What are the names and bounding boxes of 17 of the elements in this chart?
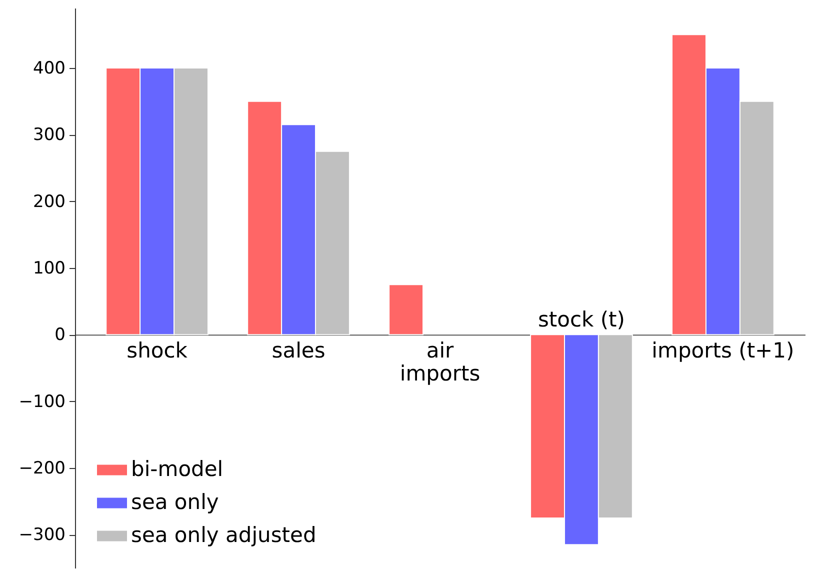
x-tick-label: stock (t) bbox=[538, 308, 625, 332]
y-tick-label: 300 bbox=[33, 125, 66, 146]
x-tick-label: sales bbox=[272, 338, 326, 363]
legend-label: bi-model bbox=[131, 457, 224, 481]
legend-label: sea only adjusted bbox=[131, 523, 316, 547]
x-tick-label: imports (t+1) bbox=[652, 338, 794, 363]
bar bbox=[388, 284, 424, 336]
y-tick-label: 0 bbox=[54, 325, 66, 346]
legend-label: sea only bbox=[131, 490, 219, 514]
y-tick-label: −200 bbox=[18, 458, 66, 478]
x-tick-label: air imports bbox=[400, 338, 480, 386]
y-tick-label: −300 bbox=[18, 525, 66, 546]
y-tick-label: 400 bbox=[33, 58, 66, 78]
y-tick-label: 200 bbox=[33, 192, 66, 212]
y-tick-label: 100 bbox=[33, 258, 66, 278]
y-tick-label: −100 bbox=[18, 392, 66, 412]
x-tick-label: shock bbox=[126, 338, 188, 363]
